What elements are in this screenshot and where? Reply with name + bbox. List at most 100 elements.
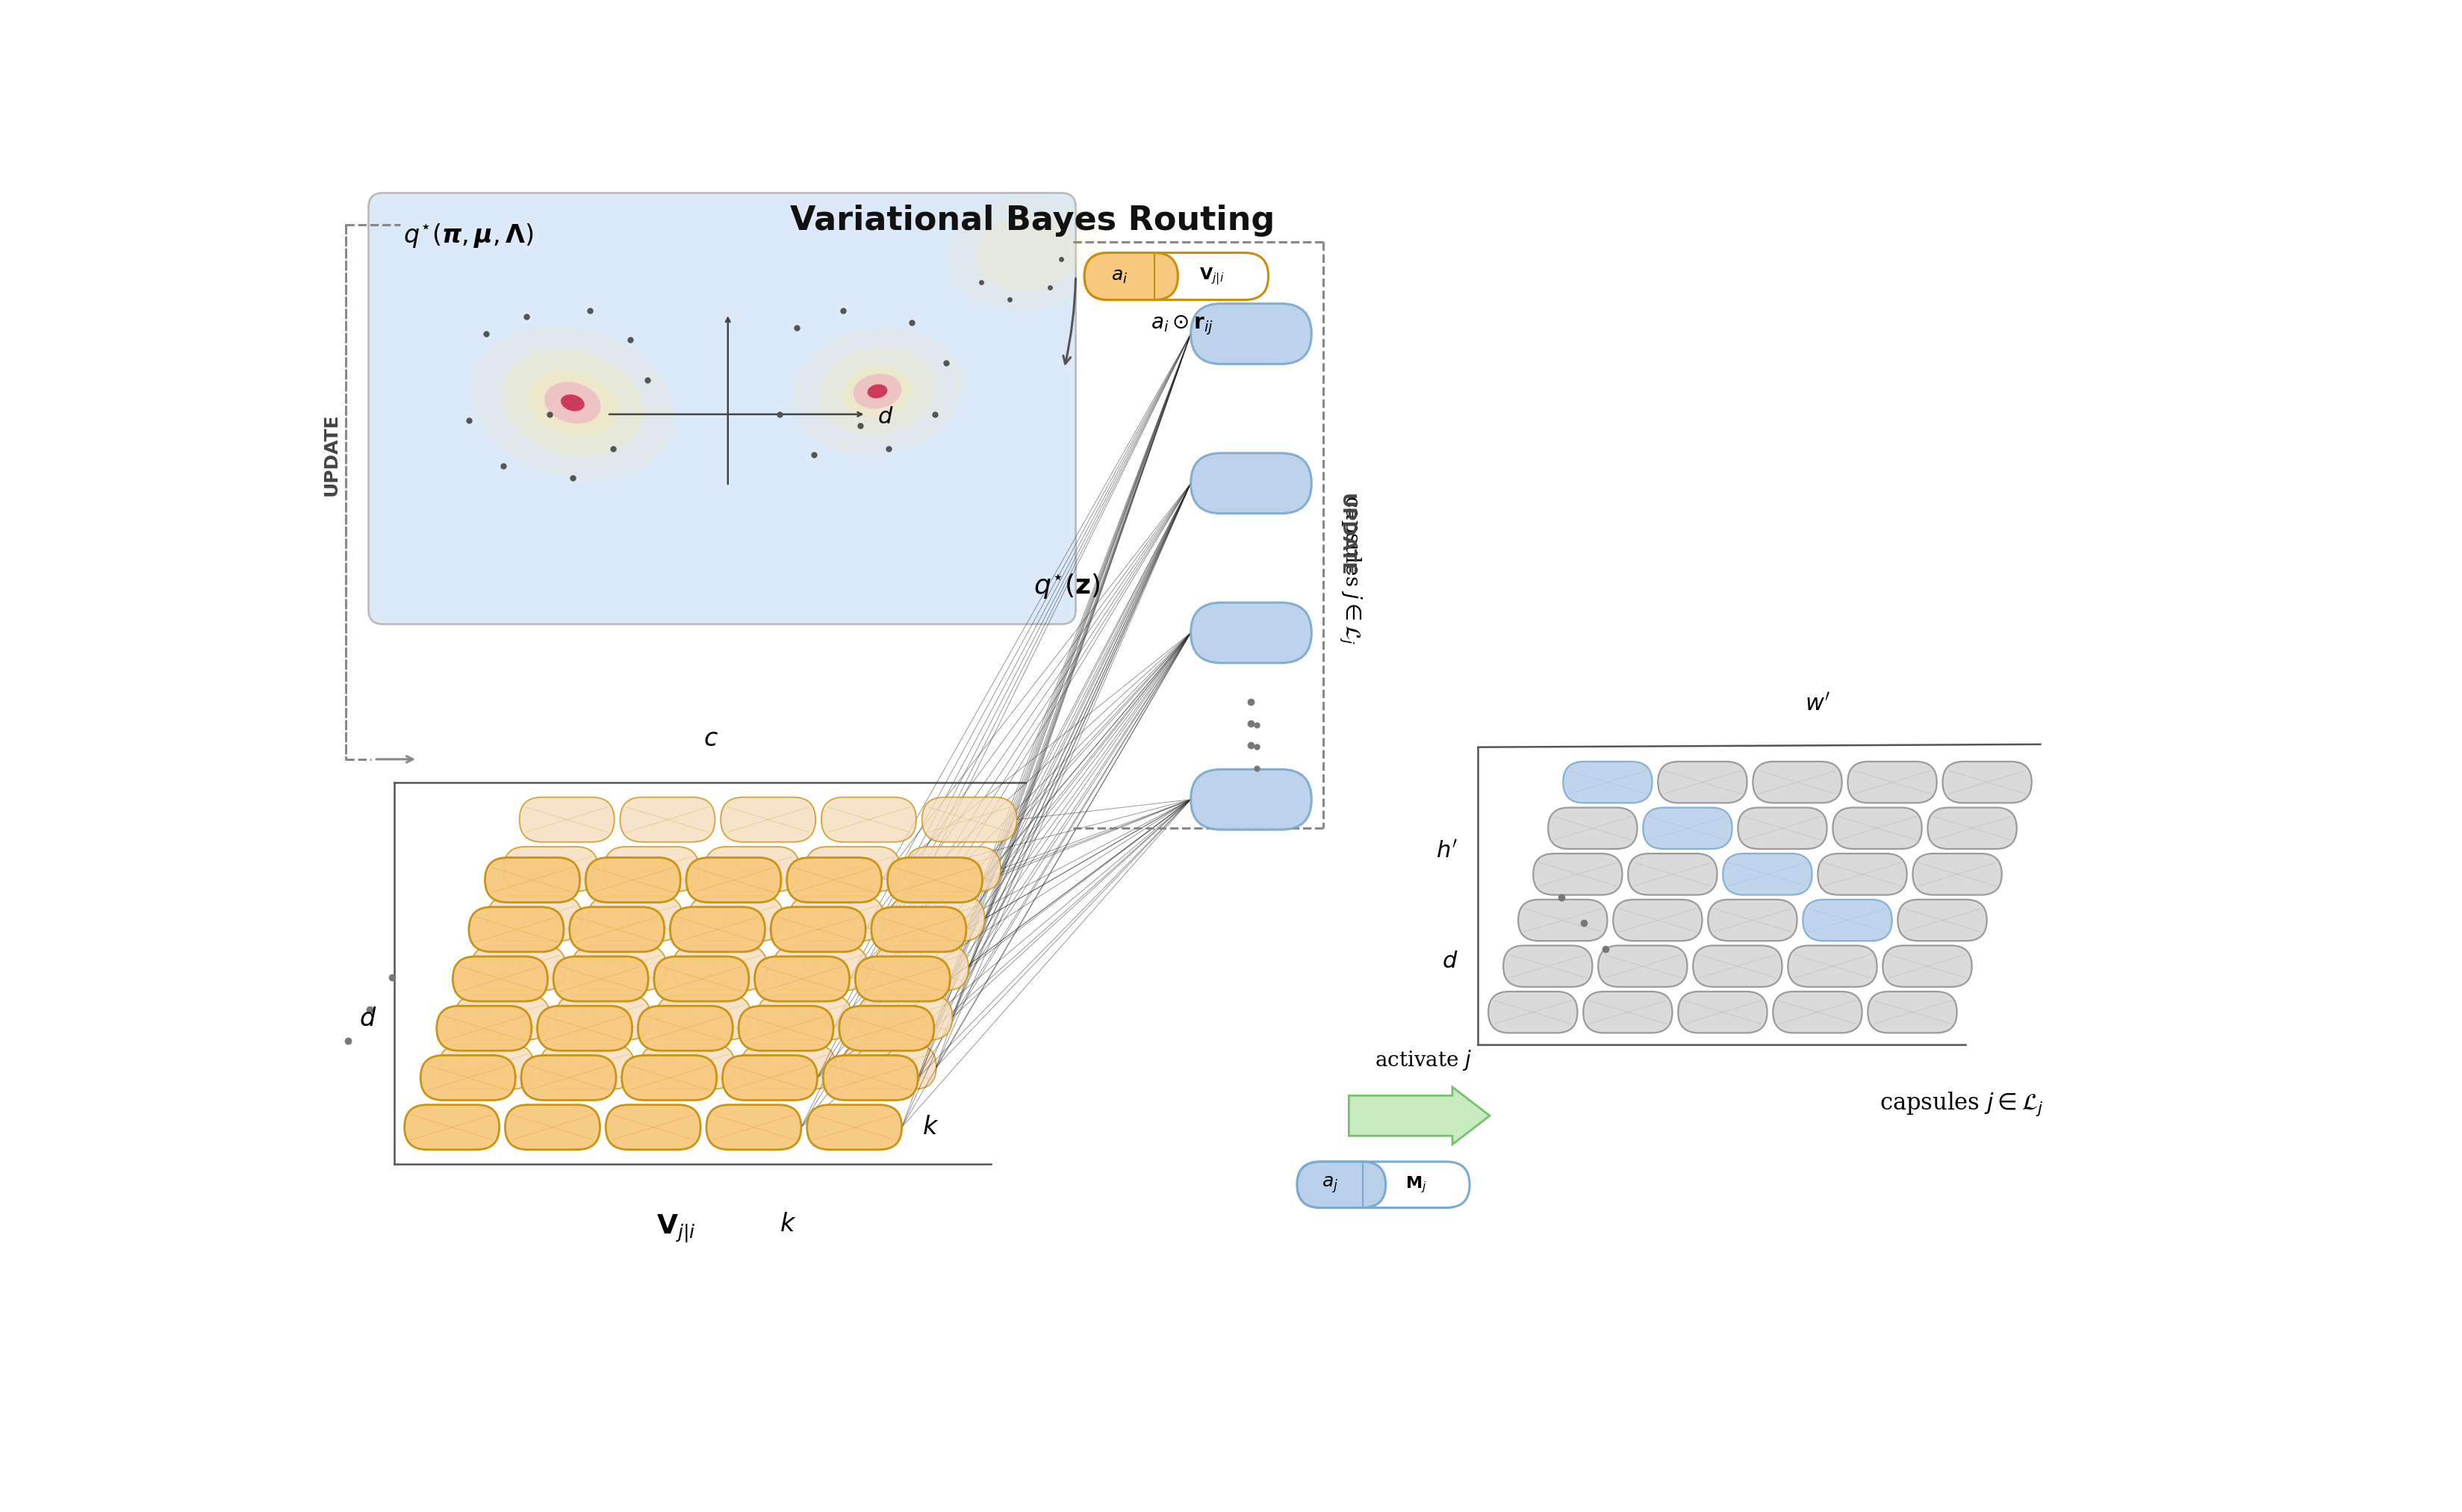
FancyBboxPatch shape (1613, 900, 1701, 940)
FancyBboxPatch shape (889, 897, 985, 940)
Ellipse shape (854, 373, 901, 408)
Ellipse shape (820, 348, 936, 435)
FancyBboxPatch shape (1802, 900, 1891, 940)
Ellipse shape (502, 349, 643, 457)
FancyBboxPatch shape (672, 945, 768, 990)
FancyBboxPatch shape (571, 945, 667, 990)
FancyBboxPatch shape (921, 797, 1017, 842)
Ellipse shape (867, 384, 886, 398)
FancyBboxPatch shape (1083, 253, 1177, 299)
Text: $a_i$: $a_i$ (1110, 268, 1128, 284)
FancyBboxPatch shape (1519, 900, 1608, 940)
Ellipse shape (945, 195, 1108, 311)
FancyBboxPatch shape (771, 907, 867, 953)
FancyBboxPatch shape (539, 1045, 635, 1089)
FancyBboxPatch shape (522, 1055, 616, 1101)
FancyBboxPatch shape (655, 957, 748, 1001)
FancyBboxPatch shape (1723, 854, 1812, 895)
Text: $q^{\star}(\mathbf{z})$: $q^{\star}(\mathbf{z})$ (1034, 573, 1101, 602)
Text: $d$: $d$ (876, 405, 894, 429)
Ellipse shape (793, 327, 963, 455)
FancyBboxPatch shape (741, 1045, 835, 1089)
Ellipse shape (975, 216, 1078, 290)
Text: $k$: $k$ (921, 1116, 938, 1139)
Ellipse shape (527, 370, 618, 435)
Text: $\mathbf{V}_{j|i}$: $\mathbf{V}_{j|i}$ (1199, 266, 1224, 287)
FancyBboxPatch shape (502, 847, 598, 892)
Text: $a_i \odot \mathbf{r}_{ij}$: $a_i \odot \mathbf{r}_{ij}$ (1150, 313, 1214, 337)
FancyBboxPatch shape (1642, 807, 1733, 848)
Text: activate $j$: activate $j$ (1374, 1049, 1472, 1072)
Text: $c$: $c$ (704, 727, 719, 751)
FancyBboxPatch shape (519, 797, 616, 842)
FancyBboxPatch shape (1297, 1161, 1470, 1208)
FancyBboxPatch shape (1694, 945, 1782, 987)
Text: $a_j$: $a_j$ (1322, 1175, 1339, 1194)
FancyBboxPatch shape (537, 1005, 633, 1051)
FancyBboxPatch shape (872, 907, 965, 953)
FancyBboxPatch shape (1490, 992, 1578, 1033)
FancyBboxPatch shape (739, 1005, 835, 1051)
FancyBboxPatch shape (470, 945, 566, 990)
FancyBboxPatch shape (436, 1005, 532, 1051)
FancyBboxPatch shape (485, 857, 581, 903)
FancyBboxPatch shape (586, 857, 680, 903)
FancyBboxPatch shape (906, 847, 1000, 892)
FancyBboxPatch shape (689, 897, 783, 940)
FancyBboxPatch shape (1598, 945, 1686, 987)
Text: $\mathbf{V}_{j|i}$: $\mathbf{V}_{j|i}$ (657, 1213, 697, 1244)
FancyBboxPatch shape (842, 1045, 936, 1089)
FancyBboxPatch shape (773, 945, 869, 990)
FancyBboxPatch shape (438, 1045, 534, 1089)
Text: $w'$: $w'$ (1805, 692, 1829, 715)
FancyBboxPatch shape (707, 1105, 800, 1149)
FancyBboxPatch shape (1817, 854, 1908, 895)
FancyBboxPatch shape (874, 945, 968, 990)
Text: Variational Bayes Routing: Variational Bayes Routing (790, 204, 1275, 236)
FancyBboxPatch shape (857, 995, 953, 1040)
FancyBboxPatch shape (606, 1105, 702, 1149)
FancyBboxPatch shape (1563, 762, 1652, 803)
FancyBboxPatch shape (640, 1045, 736, 1089)
FancyBboxPatch shape (603, 847, 699, 892)
FancyBboxPatch shape (453, 957, 547, 1001)
FancyBboxPatch shape (1504, 945, 1593, 987)
Text: UPDATE: UPDATE (1337, 494, 1354, 576)
FancyBboxPatch shape (1192, 603, 1312, 662)
Text: $d$: $d$ (359, 1007, 377, 1031)
Text: $h'$: $h'$ (1435, 839, 1458, 863)
FancyBboxPatch shape (886, 857, 982, 903)
FancyBboxPatch shape (1787, 945, 1876, 987)
FancyBboxPatch shape (805, 847, 901, 892)
FancyBboxPatch shape (569, 907, 665, 953)
FancyBboxPatch shape (1657, 762, 1748, 803)
FancyBboxPatch shape (1928, 807, 2016, 848)
Text: UPDATE: UPDATE (323, 413, 340, 496)
FancyBboxPatch shape (822, 1055, 918, 1101)
FancyBboxPatch shape (1883, 945, 1972, 987)
Ellipse shape (470, 325, 675, 479)
FancyBboxPatch shape (505, 1105, 601, 1149)
FancyBboxPatch shape (808, 1105, 901, 1149)
FancyBboxPatch shape (822, 797, 916, 842)
Text: capsules $j \in \mathcal{L}_j$: capsules $j \in \mathcal{L}_j$ (1879, 1090, 2043, 1117)
Text: $\mathbf{M}_j$: $\mathbf{M}_j$ (1406, 1175, 1428, 1194)
FancyBboxPatch shape (721, 797, 815, 842)
FancyBboxPatch shape (788, 857, 881, 903)
Text: $d$: $d$ (1443, 950, 1458, 974)
FancyBboxPatch shape (1846, 762, 1938, 803)
FancyBboxPatch shape (1297, 1161, 1386, 1208)
FancyBboxPatch shape (1738, 807, 1827, 848)
FancyBboxPatch shape (1832, 807, 1923, 848)
FancyBboxPatch shape (854, 957, 950, 1001)
FancyBboxPatch shape (1627, 854, 1716, 895)
FancyBboxPatch shape (1898, 900, 1987, 940)
FancyBboxPatch shape (1083, 253, 1268, 299)
FancyBboxPatch shape (620, 797, 714, 842)
FancyBboxPatch shape (1534, 854, 1622, 895)
FancyBboxPatch shape (687, 857, 780, 903)
FancyBboxPatch shape (404, 1105, 500, 1149)
FancyBboxPatch shape (556, 995, 650, 1040)
FancyBboxPatch shape (840, 1005, 933, 1051)
FancyBboxPatch shape (1679, 992, 1768, 1033)
